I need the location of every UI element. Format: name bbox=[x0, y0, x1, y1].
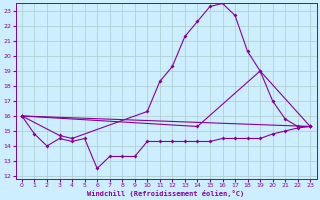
X-axis label: Windchill (Refroidissement éolien,°C): Windchill (Refroidissement éolien,°C) bbox=[87, 190, 245, 197]
